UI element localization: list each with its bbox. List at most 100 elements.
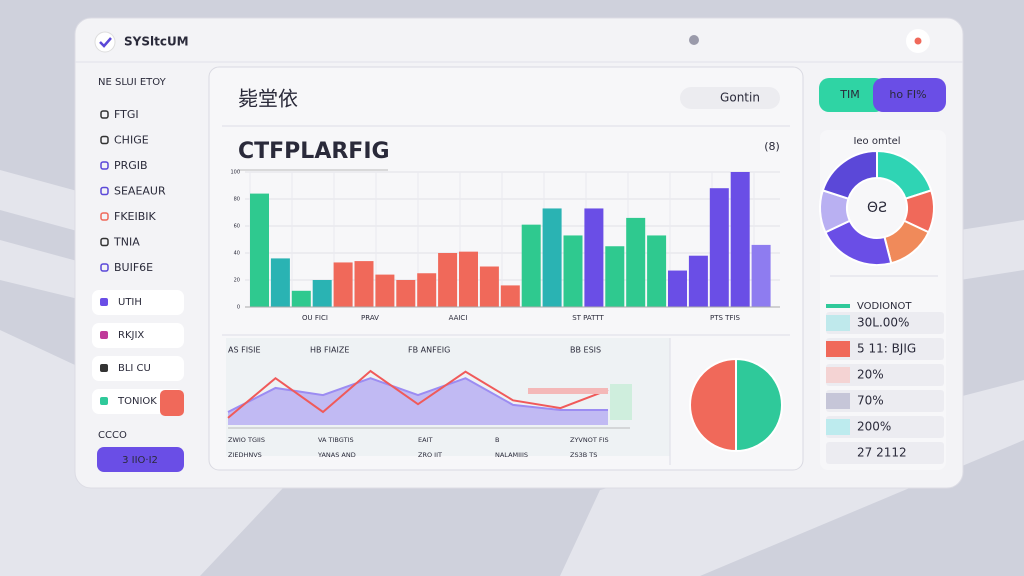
sidebar-button-icon xyxy=(100,298,108,306)
nav-icon xyxy=(100,135,109,145)
nav-item[interactable]: CHIGE xyxy=(114,134,149,147)
list-swatch xyxy=(826,393,850,409)
subtitle-icon: (8) xyxy=(764,140,780,153)
app-name: SYSltcUM xyxy=(124,35,189,49)
nav-icon xyxy=(100,161,109,170)
sidebar-button-label: UTIH xyxy=(118,297,142,308)
bar xyxy=(354,261,374,307)
list-swatch xyxy=(826,341,850,357)
x-label: AAICI xyxy=(449,314,468,322)
nav-item[interactable]: FTGI xyxy=(114,108,139,121)
main-button[interactable] xyxy=(680,87,780,109)
bottom-label: B xyxy=(495,436,499,444)
nav-item[interactable]: PRGIB xyxy=(114,159,148,172)
bar xyxy=(375,274,395,307)
bar xyxy=(730,172,750,307)
sidebar-button-icon xyxy=(100,364,108,372)
nav-icon xyxy=(100,110,109,119)
main-button-label: Gontin xyxy=(720,91,760,105)
list-swatch xyxy=(826,367,850,383)
bar xyxy=(709,188,729,307)
bottom-label: ZRO IIT xyxy=(418,451,442,459)
nav-icon xyxy=(100,263,109,272)
y-tick-label: 80 xyxy=(234,197,240,203)
list-row xyxy=(826,442,944,464)
x-label: PTS TFIS xyxy=(710,314,741,322)
list-label: 20% xyxy=(857,368,884,382)
bar xyxy=(500,285,520,307)
sidebar-button-label: BLI CU xyxy=(118,363,151,374)
bar xyxy=(688,255,708,307)
cta-button[interactable] xyxy=(97,447,184,472)
line-label: HB FIAIZE xyxy=(310,346,349,355)
sidebar-button-icon xyxy=(100,331,108,339)
nav-item[interactable]: SEAEAUR xyxy=(114,185,166,198)
logo-check xyxy=(99,37,112,48)
bar xyxy=(751,244,771,307)
main-title: 毙堂依 xyxy=(238,87,298,111)
sidebar-button[interactable] xyxy=(92,356,184,381)
bottom-label: ZWIO TGIIS xyxy=(228,436,265,444)
toggle-label: TIM xyxy=(839,88,859,101)
list-label: 5 11: BJIG xyxy=(857,342,916,356)
x-label: OU FICI xyxy=(302,314,328,322)
x-label: ST PATTT xyxy=(572,314,604,322)
list-swatch xyxy=(826,315,850,331)
bar xyxy=(270,258,290,307)
cta-label: 3 IIO·I2 xyxy=(122,455,158,466)
bar xyxy=(312,280,332,307)
bar xyxy=(333,262,353,307)
bar xyxy=(668,270,687,307)
bottom-label: VA TIBGTIS xyxy=(318,436,354,444)
list-label: 27 2112 xyxy=(857,446,907,460)
bar xyxy=(647,235,667,307)
bar xyxy=(563,235,583,307)
logo xyxy=(94,31,116,53)
y-tick-label: 60 xyxy=(234,224,240,230)
list-row xyxy=(826,312,944,334)
camera-dot xyxy=(689,35,699,45)
bar xyxy=(291,290,311,307)
nav-icon xyxy=(100,186,109,196)
area xyxy=(228,378,608,425)
y-tick-label: 20 xyxy=(234,278,240,284)
menu-dot xyxy=(914,37,922,45)
legend-band xyxy=(610,384,632,420)
bottom-label: NALAMIIIS xyxy=(495,451,528,459)
bar xyxy=(521,224,541,307)
sidebar-button-label: TONIOK xyxy=(117,396,157,407)
x-label: PRAV xyxy=(361,314,379,322)
line-label: AS FISIE xyxy=(228,346,261,355)
bar xyxy=(626,217,646,307)
sidebar-button[interactable] xyxy=(92,323,184,348)
donut-slice xyxy=(821,149,878,200)
sidebar-button-label: RKJIX xyxy=(118,330,144,341)
subtitle: CTFPLARFIG xyxy=(238,139,390,164)
donut-center: ΘƧ xyxy=(867,200,887,216)
nav-item[interactable]: TNIA xyxy=(113,236,140,249)
y-tick-label: 0 xyxy=(237,305,240,311)
bar xyxy=(438,253,458,307)
legend-band xyxy=(528,388,608,394)
bar xyxy=(479,266,499,307)
line-label: FB ANFEIG xyxy=(408,346,450,355)
list-label: 30L.00% xyxy=(857,316,909,330)
sidebar-button[interactable] xyxy=(92,290,184,315)
toggle-left[interactable] xyxy=(819,78,885,112)
bar xyxy=(250,193,269,307)
list-label: 200% xyxy=(857,420,891,434)
nav-icon xyxy=(100,237,109,247)
nav-item[interactable]: FKEIBIK xyxy=(114,210,157,223)
bottom-label: ZS3B TS xyxy=(570,451,597,459)
bar xyxy=(459,251,478,307)
bar xyxy=(605,246,625,307)
nav-item[interactable]: BUIF6E xyxy=(114,261,153,274)
bottom-label: YANAS AND xyxy=(317,451,356,459)
list-row xyxy=(826,390,944,412)
bar xyxy=(584,208,604,307)
y-tick-label: 40 xyxy=(234,251,240,257)
toggle-right[interactable] xyxy=(873,78,946,112)
line-label: BB ESIS xyxy=(570,346,601,355)
toggle-label: ho FI% xyxy=(889,88,926,101)
